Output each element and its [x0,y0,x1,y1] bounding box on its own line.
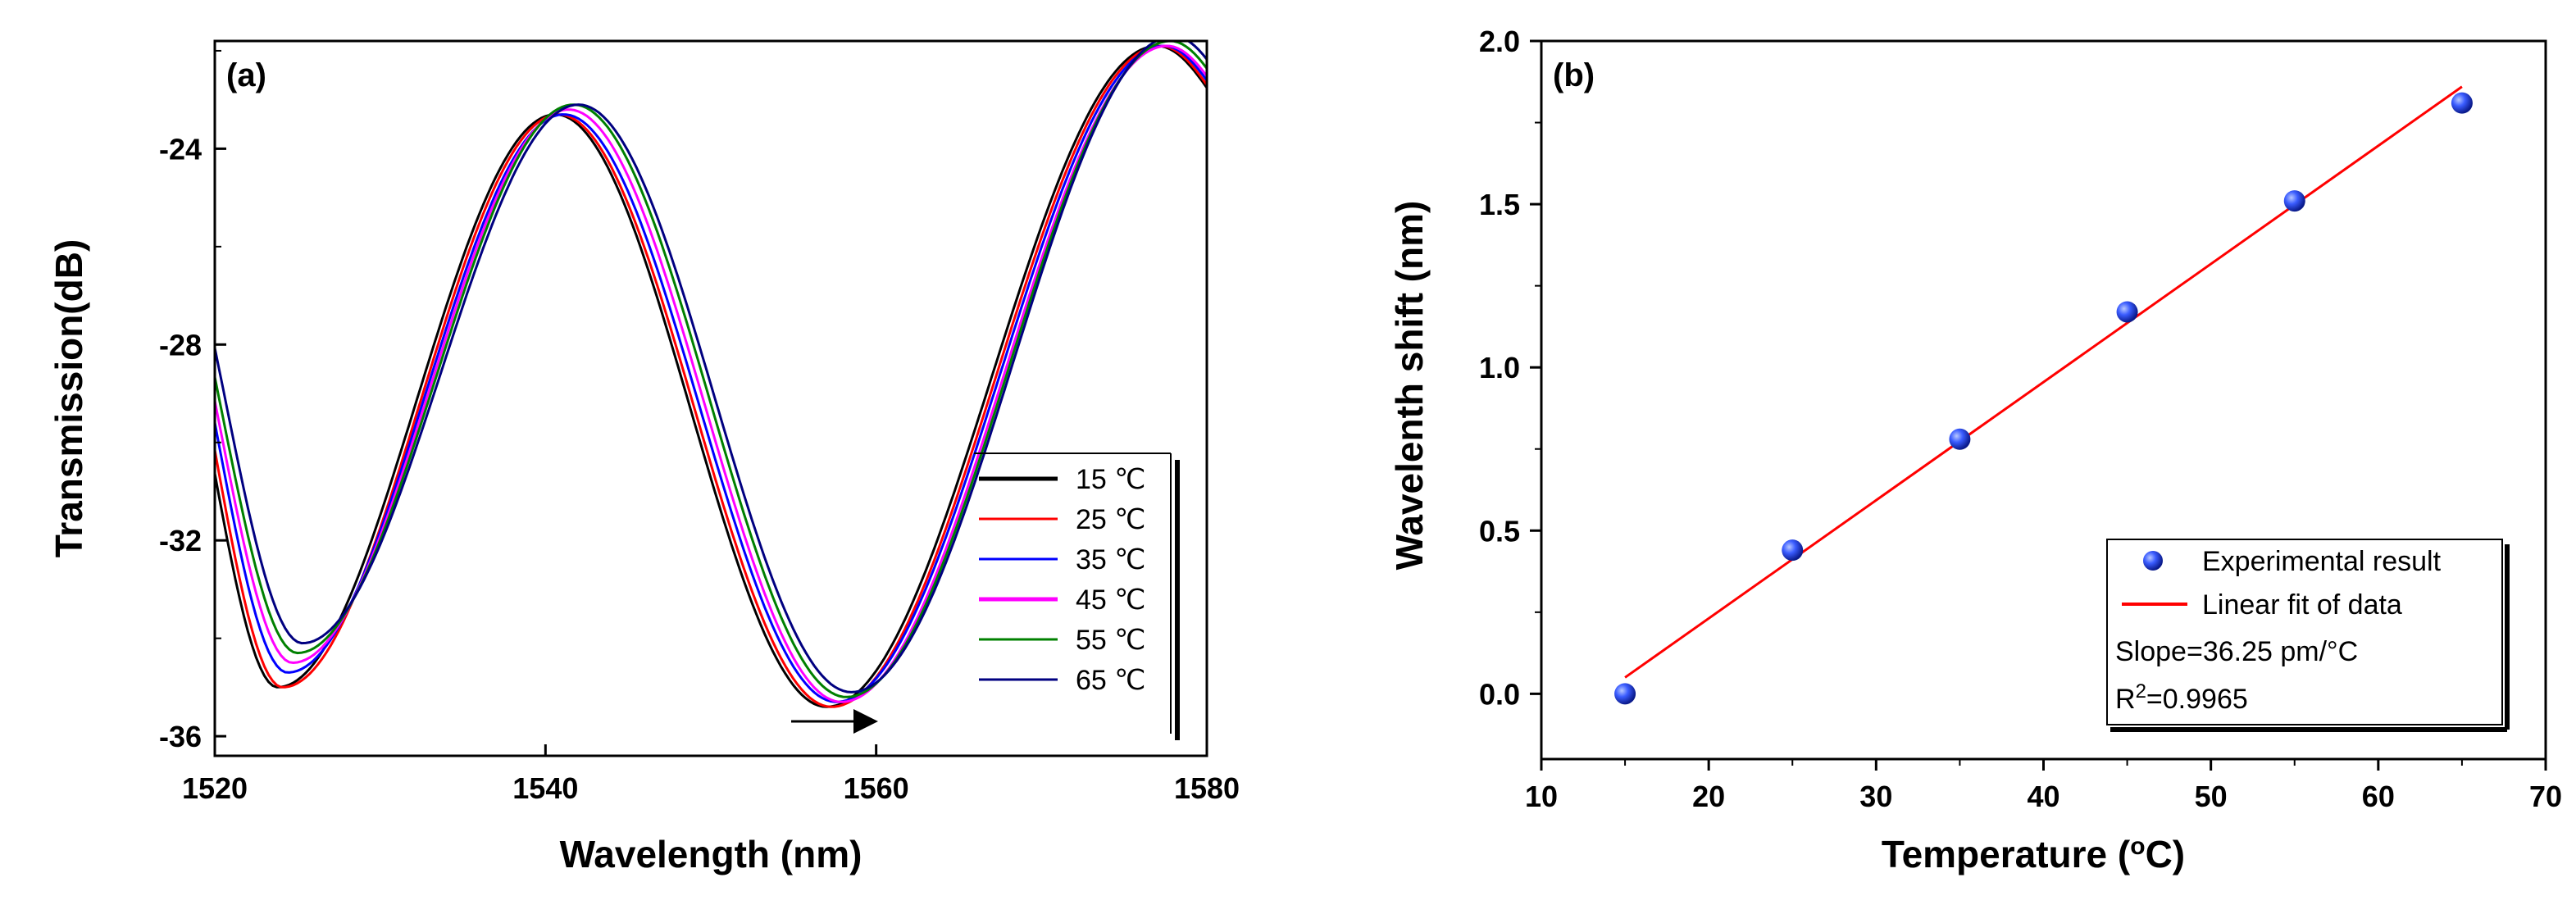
panel-b-y-label: Wavelenth shift (nm) [1388,201,1431,571]
panel-b-label: (b) [1553,57,1595,93]
data-point [1614,683,1636,705]
panel-a: 1520 1540 1560 1580 -36 -32 -28 -24 (a) Wavele… [48,39,1240,875]
panel-a-legend: 15 ℃ 25 ℃ 35 ℃ 45 ℃ 55 ℃ 65 ℃ [974,452,1180,740]
panel-b-y-tick-label: 1.5 [1479,188,1520,221]
legend-entry-label: 15 ℃ [1076,464,1145,495]
panel-b-x-tick-label: 70 [2529,780,2562,813]
panel-b-legend: Experimental result Linear fit of data S… [2106,539,2510,732]
panel-a-y-tick-label: -32 [159,524,202,557]
panel-b-y-tick-label: 0.0 [1479,677,1520,711]
panel-a-series-line [215,44,1207,708]
panel-b-y-tick-label: 0.5 [1479,514,1520,548]
panel-b-x-tick-label: 50 [2195,780,2228,813]
panel-b-x-tick-label: 60 [2362,780,2395,813]
panel-a-series-line [215,41,1207,694]
legend-entry-label: 55 ℃ [1076,625,1145,656]
legend-entry-label: 45 ℃ [1076,584,1145,616]
legend-label-experimental: Experimental result [2202,546,2442,577]
panel-b-y-tick-label: 2.0 [1479,25,1520,58]
legend-entry-label: 65 ℃ [1076,665,1145,696]
slope-text: Slope=36.25 pm/°C [2115,636,2358,667]
panel-b-x-axis: 10 20 30 40 50 60 70 [1525,759,2562,813]
panel-a-x-tick-label: 1540 [512,771,578,805]
panel-a-y-axis: -36 -32 -28 -24 [159,49,226,753]
data-point [2451,92,2473,114]
r-squared-text: R2=0.9965 [2115,680,2248,716]
data-point [2116,301,2138,323]
data-point [2283,190,2305,212]
data-point [1949,428,1971,450]
panel-a-x-axis: 1520 1540 1560 1580 [182,744,1240,805]
panel-b-x-label: Temperature (oC) [1882,833,2185,876]
experimental-points [1614,92,2473,705]
panel-b-x-tick-label: 30 [1859,780,1892,813]
legend-entry-label: 35 ℃ [1076,544,1145,575]
legend-entry-label: 25 ℃ [1076,504,1145,535]
data-point [1782,539,1804,562]
panel-a-x-tick-label: 1560 [844,771,909,805]
panel-b-x-tick-label: 10 [1525,780,1558,813]
panel-a-y-label: Transmission(dB) [48,239,90,558]
panel-a-y-tick-label: -36 [159,720,202,753]
panel-b-y-axis: 0.0 0.5 1.0 1.5 2.0 [1479,25,1541,711]
panel-a-y-tick-label: -28 [159,328,202,362]
legend-box [2106,539,2503,725]
panel-b: 10 20 30 40 50 60 70 0.0 0.5 1.0 1.5 2.0 (b) Tempe… [1388,25,2562,875]
legend-marker-experimental [2143,551,2163,571]
panel-a-x-tick-label: 1580 [1174,771,1240,805]
panel-a-x-tick-label: 1520 [182,771,248,805]
panel-b-x-tick-label: 20 [1692,780,1725,813]
panel-a-series-line [215,44,1207,708]
panel-a-y-tick-label: -24 [159,132,202,166]
panel-b-y-tick-label: 1.0 [1479,351,1520,384]
panel-a-x-label: Wavelength (nm) [560,833,862,875]
panel-a-frame [213,39,1208,757]
linear-fit-line [1624,85,2463,679]
panel-a-series-line [215,44,1207,703]
panel-a-label: (a) [226,57,266,93]
panel-a-curves [215,41,1207,708]
panel-b-x-tick-label: 40 [2027,780,2059,813]
legend-label-fit: Linear fit of data [2202,589,2402,621]
